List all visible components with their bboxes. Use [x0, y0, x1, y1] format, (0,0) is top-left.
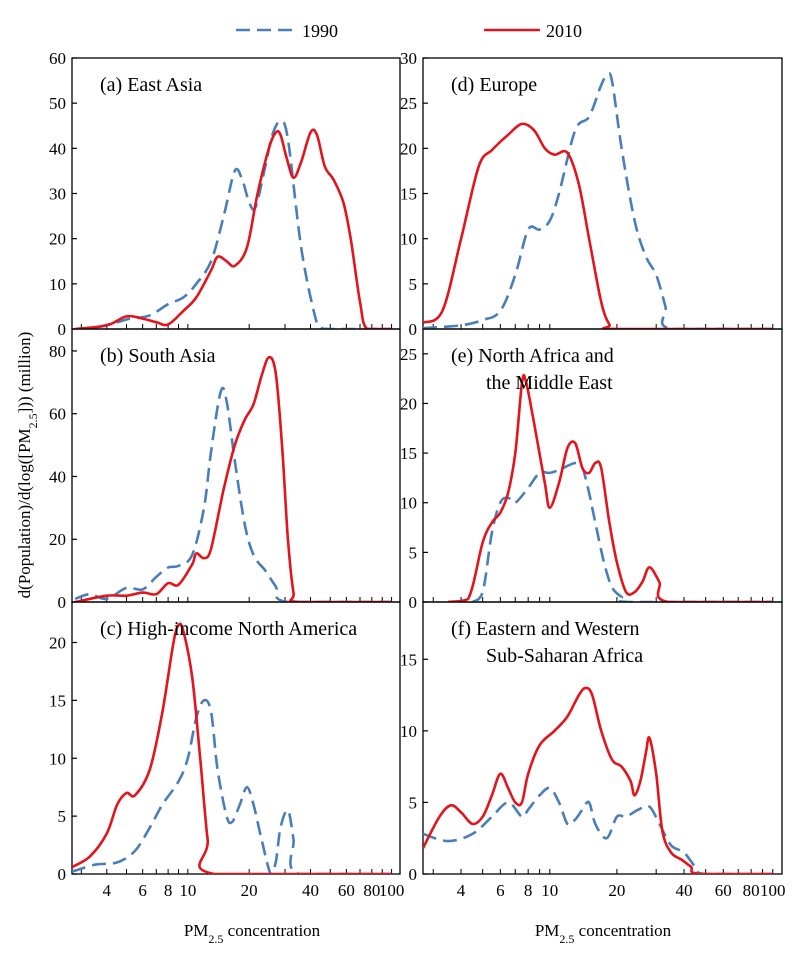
y-tick-label: 15 [400, 444, 417, 463]
plot-frame [422, 57, 783, 330]
x-axis-label-right: PM2.5 concentration [535, 921, 672, 946]
plot-frame [71, 601, 401, 875]
x-tick-label: 80 [743, 881, 760, 900]
series-line-1990 [423, 72, 773, 329]
panel-title: (d) Europe [451, 74, 537, 96]
y-tick-label: 0 [409, 593, 418, 612]
x-tick-label: 6 [138, 881, 147, 900]
x-tick-label: 20 [608, 881, 625, 900]
plot-frame [71, 57, 401, 330]
y-tick-label: 40 [49, 467, 66, 486]
y-tick-label: 10 [49, 275, 66, 294]
x-tick-label: 60 [715, 881, 732, 900]
series-line-1990 [423, 786, 773, 874]
y-axis-label: d(Population)/d(log([PM2.5])) (million) [15, 332, 40, 599]
y-tick-label: 0 [58, 865, 67, 884]
panel-title: (e) North Africa and [451, 345, 614, 367]
series-line-1990 [72, 698, 392, 874]
x-tick-label: 40 [676, 881, 693, 900]
series-line-2010 [72, 622, 392, 874]
y-tick-label: 0 [58, 320, 67, 339]
y-tick-label: 20 [400, 394, 417, 413]
x-tick-label: 10 [541, 881, 558, 900]
y-tick-label: 5 [409, 275, 418, 294]
y-tick-label: 5 [409, 543, 418, 562]
y-tick-label: 15 [400, 185, 417, 204]
y-tick-label: 0 [58, 593, 67, 612]
y-tick-label: 30 [400, 49, 417, 68]
panel-f-eastern-and-western-sub-saharan-africa: 0 5 10 15 4 6 8 10 20 40 60 80 100 (f) Eastern and We… [400, 601, 786, 900]
series-line-2010 [74, 355, 392, 602]
y-tick-label: 10 [400, 722, 417, 741]
legend-label-1990: 1990 [302, 21, 338, 41]
x-tick-label: 4 [103, 881, 112, 900]
panel-e-north-africa-and-the-middle-east: 0 5 10 15 20 25 (e) North Africa and the Middle… [400, 328, 783, 612]
series-line-2010 [447, 373, 773, 602]
y-tick-label: 0 [409, 320, 418, 339]
x-tick-label: 8 [164, 881, 173, 900]
x-tick-label: 10 [179, 881, 196, 900]
panel-title: (f) Eastern and Western [451, 618, 640, 640]
y-tick-label: 25 [400, 94, 417, 113]
y-tick-label: 0 [409, 865, 418, 884]
x-tick-label: 60 [338, 881, 355, 900]
y-tick-label: 10 [400, 230, 417, 249]
series-line-2010 [75, 128, 392, 329]
y-tick-label: 10 [400, 494, 417, 513]
series-line-2010 [423, 686, 773, 874]
y-tick-label: 50 [49, 94, 66, 113]
y-tick-label: 20 [49, 634, 66, 653]
y-tick-label: 20 [49, 530, 66, 549]
y-tick-label: 40 [49, 139, 66, 158]
y-tick-label: 80 [49, 342, 66, 361]
series-line-2010 [423, 122, 773, 329]
y-tick-label: 15 [49, 691, 66, 710]
y-tick-label: 30 [49, 185, 66, 204]
x-tick-label: 20 [241, 881, 258, 900]
panel-title: (b) South Asia [100, 345, 216, 367]
y-tick-label: 10 [49, 749, 66, 768]
y-tick-label: 25 [400, 345, 417, 364]
legend-label-2010: 2010 [546, 21, 582, 41]
panel-d-europe: 0 5 10 15 20 25 30 (d) Europe [400, 49, 783, 339]
series-line-1990 [75, 119, 392, 329]
x-tick-label: 6 [496, 881, 505, 900]
x-tick-label: 80 [363, 881, 380, 900]
x-tick-label: 100 [760, 881, 786, 900]
panel-b-south-asia: 0 20 40 60 80 (b) South Asia [49, 328, 401, 612]
panel-title: (c) High-income North America [100, 618, 357, 640]
panel-title: (a) East Asia [100, 74, 202, 96]
x-tick-label: 4 [457, 881, 466, 900]
y-tick-label: 60 [49, 49, 66, 68]
y-tick-label: 5 [409, 793, 418, 812]
x-axis-label-left: PM2.5 concentration [184, 921, 321, 946]
series-line-1990 [74, 386, 392, 602]
plot-frame [422, 601, 783, 875]
panel-a-east-asia: 0 10 20 30 40 50 60 (a) East Asia [49, 49, 401, 339]
x-tick-label: 40 [302, 881, 319, 900]
panel-title-line-2: Sub-Saharan Africa [486, 645, 643, 667]
y-tick-label: 20 [400, 139, 417, 158]
y-tick-label: 60 [49, 405, 66, 424]
legend: 1990 2010 [236, 21, 582, 41]
y-tick-label: 20 [49, 230, 66, 249]
y-tick-label: 5 [58, 807, 67, 826]
panel-title-line-2: the Middle East [486, 372, 613, 394]
x-tick-label: 8 [524, 881, 533, 900]
x-tick-label: 100 [379, 881, 405, 900]
series-line-1990 [471, 461, 773, 602]
y-tick-label: 15 [400, 650, 417, 669]
